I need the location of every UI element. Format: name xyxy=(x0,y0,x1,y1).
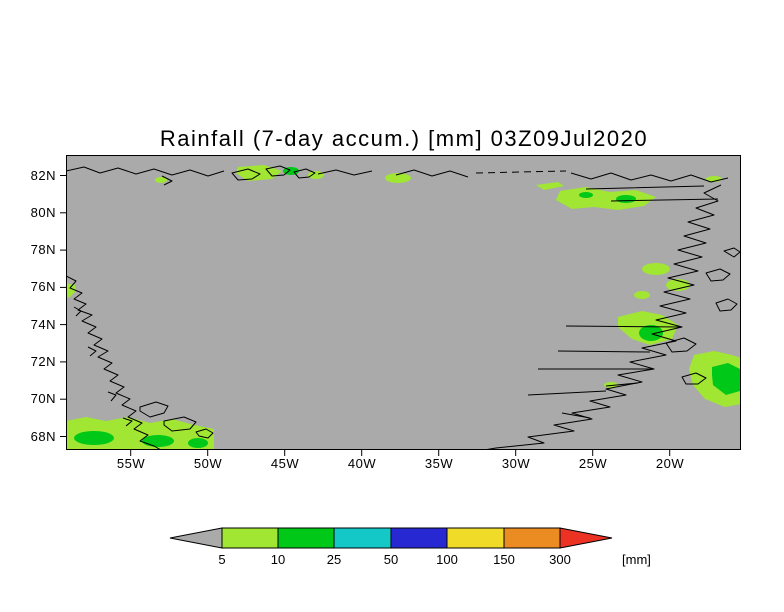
rain-core-southwest xyxy=(188,438,208,448)
rain-core-east-72n xyxy=(639,325,663,341)
lon-label-20w: 20W xyxy=(655,456,685,471)
coastline-west-islands xyxy=(73,306,133,427)
lat-label-72n: 72N xyxy=(30,354,56,369)
colorbar-segment-25-50 xyxy=(333,527,392,549)
rain-patch-north-dot xyxy=(308,171,324,179)
rain-patch-west-edge xyxy=(66,283,76,298)
rain-core-right-edge xyxy=(712,363,740,395)
rain-core-northeast xyxy=(579,192,593,198)
lon-label-25w: 25W xyxy=(578,456,608,471)
coastline-layer xyxy=(66,165,741,450)
rain-core-southwest xyxy=(142,435,174,447)
lon-label-40w: 40W xyxy=(347,456,377,471)
lat-label-68n: 68N xyxy=(30,429,56,444)
rain-shading-dark xyxy=(74,167,740,448)
lat-label-70n: 70N xyxy=(30,391,56,406)
rain-patch-northeast xyxy=(556,187,656,210)
colorbar-arrow-above xyxy=(559,527,613,549)
colorbar-label-300: 300 xyxy=(549,552,571,567)
coastline-northeast xyxy=(570,172,729,183)
colorbar-label-50: 50 xyxy=(384,552,398,567)
coastline-west xyxy=(66,275,162,450)
lon-label-35w: 35W xyxy=(424,456,454,471)
coastline-east-fjords xyxy=(527,325,683,419)
lon-label-50w: 50W xyxy=(193,456,223,471)
lat-label-74n: 74N xyxy=(30,317,56,332)
rain-patch-scoresby xyxy=(604,382,618,388)
colorbar-label-5: 5 xyxy=(218,552,225,567)
lon-label-45w: 45W xyxy=(270,456,300,471)
colorbar-label-150: 150 xyxy=(493,552,515,567)
lat-label-82n: 82N xyxy=(30,168,56,183)
rain-patch-northeast-streak xyxy=(536,182,564,190)
lon-label-55w: 55W xyxy=(116,456,146,471)
coastline-north-islands xyxy=(231,165,316,181)
rain-core-northeast xyxy=(616,195,636,203)
map-plot xyxy=(60,155,741,456)
colorbar-arrow-below xyxy=(169,527,223,549)
colorbar: 5 10 25 50 100 150 300 [mm] xyxy=(169,527,651,567)
coastline-north xyxy=(66,166,469,186)
colorbar-label-10: 10 xyxy=(271,552,285,567)
figure-title: Rainfall (7-day accum.) [mm] 03Z09Jul202… xyxy=(159,126,649,151)
axis-tick-marks xyxy=(60,175,671,456)
rain-patch-north-dot xyxy=(385,173,411,183)
lat-label-78n: 78N xyxy=(30,242,56,257)
colorbar-segment-50-100 xyxy=(390,527,448,549)
coastline-east-islands xyxy=(665,247,741,385)
rain-patch-north-dot xyxy=(155,177,167,183)
rain-patch-east-74n xyxy=(642,263,670,275)
colorbar-segment-10-25 xyxy=(277,527,335,549)
coastline-north-dashed xyxy=(475,170,567,174)
rain-core-southwest xyxy=(74,431,114,445)
coastline-ne-fjords xyxy=(585,185,719,202)
colorbar-segment-150-300 xyxy=(503,527,561,549)
map-frame xyxy=(66,155,741,450)
colorbar-unit-label: [mm] xyxy=(622,552,651,567)
lat-label-80n: 80N xyxy=(30,205,56,220)
colorbar-segment-100-150 xyxy=(446,527,505,549)
colorbar-label-100: 100 xyxy=(436,552,458,567)
colorbar-label-25: 25 xyxy=(327,552,341,567)
lat-label-76n: 76N xyxy=(30,279,56,294)
rain-patch-east-74n xyxy=(634,291,650,299)
colorbar-segment-5-10 xyxy=(221,527,279,549)
lon-label-30w: 30W xyxy=(501,456,531,471)
coastline-disko xyxy=(139,401,214,439)
